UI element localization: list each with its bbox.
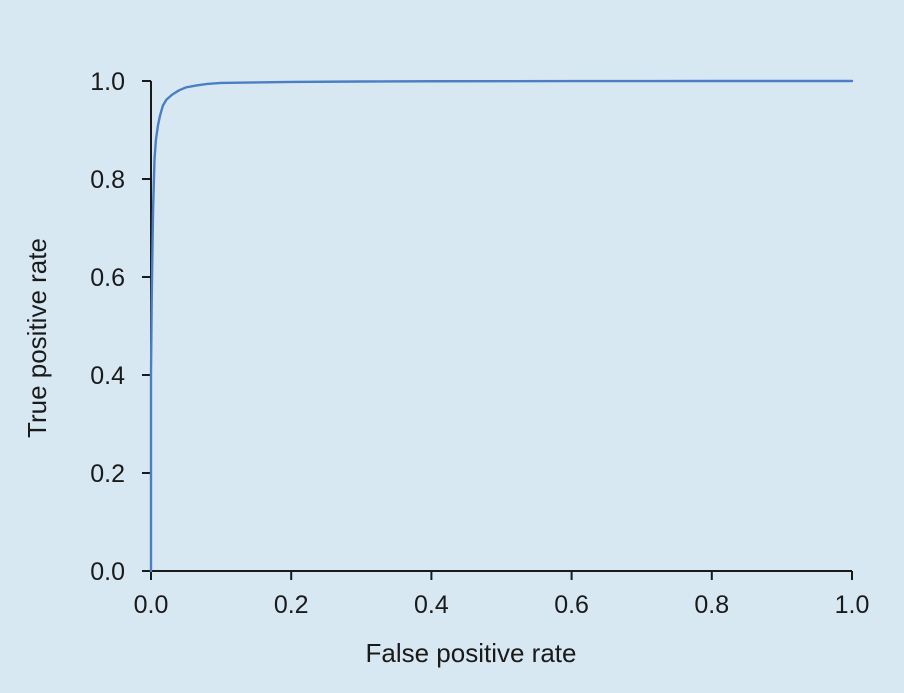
- y-axis-label: True positive rate: [22, 238, 52, 438]
- y-tick-label: 0.0: [90, 558, 125, 586]
- x-ticks: 0.0 0.2 0.4 0.6 0.8 1.0: [134, 571, 870, 619]
- x-tick-label: 0.6: [554, 591, 589, 619]
- y-tick-label: 0.2: [90, 460, 125, 488]
- y-tick-label: 1.0: [90, 68, 125, 96]
- roc-curve-line: [149, 79, 854, 573]
- x-tick-label: 0.4: [414, 591, 449, 619]
- y-tick-label: 0.6: [90, 264, 125, 292]
- x-tick-label: 0.8: [694, 591, 729, 619]
- x-tick-label: 1.0: [835, 591, 870, 619]
- x-axis-label: False positive rate: [366, 638, 577, 668]
- y-ticks: 0.0 0.2 0.4 0.6 0.8 1.0: [90, 68, 151, 586]
- x-tick-label: 0.2: [274, 591, 309, 619]
- y-tick-label: 0.8: [90, 166, 125, 194]
- axes: [150, 81, 852, 572]
- y-tick-label: 0.4: [90, 362, 125, 390]
- x-tick-label: 0.0: [134, 591, 169, 619]
